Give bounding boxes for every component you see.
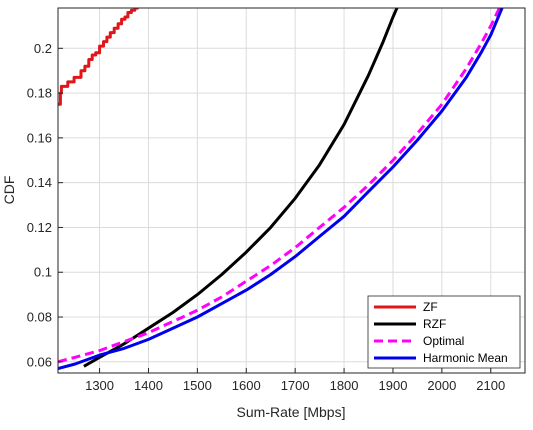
x-axis-title: Sum-Rate [Mbps] [237, 404, 346, 420]
x-tick-label: 2100 [476, 378, 505, 393]
x-tick-label: 2000 [427, 378, 456, 393]
x-tick-label: 1500 [183, 378, 212, 393]
legend: ZF RZF Optimal Harmonic Mean [367, 295, 521, 369]
legend-label-rzf: RZF [423, 317, 446, 331]
y-tick-label: 0.2 [34, 41, 52, 56]
y-tick-label: 0.1 [34, 265, 52, 280]
y-tick-label: 0.16 [27, 130, 52, 145]
axis-ticks: 1300 1400 1500 1600 1700 1800 1900 2000 2100 0.06… [27, 41, 506, 393]
y-tick-label: 0.08 [27, 310, 52, 325]
series-line-rzf [83, 8, 399, 368]
y-tick-label: 0.06 [27, 354, 52, 369]
x-tick-label: 1900 [379, 378, 408, 393]
y-tick-label: 0.18 [27, 86, 52, 101]
x-tick-label: 1300 [85, 378, 114, 393]
y-tick-label: 0.12 [27, 220, 52, 235]
series-line-zf [58, 8, 139, 106]
plot-frame [57, 7, 526, 374]
series-lines [58, 8, 504, 370]
x-tick-label: 1600 [232, 378, 261, 393]
x-tick-label: 1800 [330, 378, 359, 393]
legend-label-optimal: Optimal [423, 334, 464, 348]
y-axis-title: CDF [1, 176, 17, 205]
x-tick-label: 1700 [281, 378, 310, 393]
series-line-optimal [58, 8, 502, 364]
x-tick-label: 1400 [134, 378, 163, 393]
y-tick-label: 0.14 [27, 175, 52, 190]
series-line-harmonic-mean [58, 8, 504, 370]
legend-label-harmonic-mean: Harmonic Mean [423, 351, 508, 365]
legend-label-zf: ZF [423, 300, 438, 314]
